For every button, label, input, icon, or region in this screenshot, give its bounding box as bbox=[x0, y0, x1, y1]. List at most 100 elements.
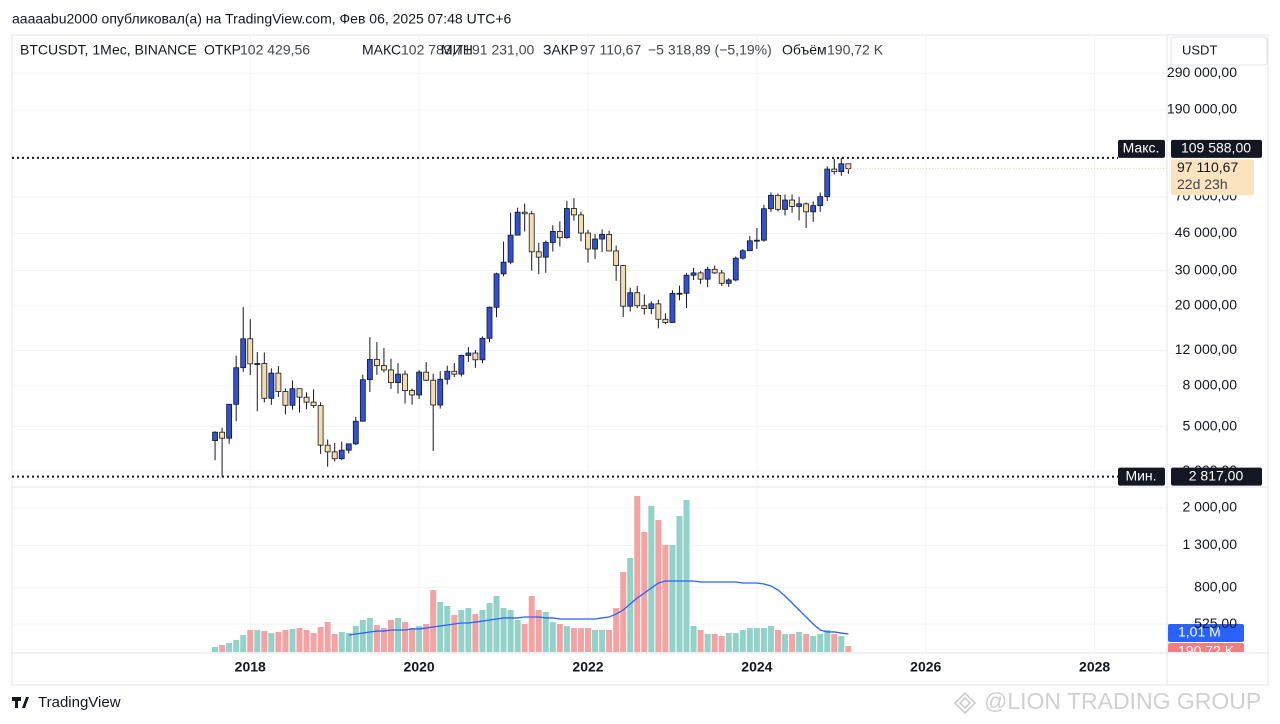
volume-bar bbox=[416, 626, 423, 652]
candle-body bbox=[521, 211, 528, 215]
x-tick-label: 2018 bbox=[235, 659, 266, 675]
candle-body bbox=[317, 405, 324, 446]
volume-bar bbox=[282, 629, 289, 652]
volume-bar bbox=[697, 629, 704, 652]
volume-bar bbox=[662, 545, 669, 652]
volume-bar bbox=[451, 615, 458, 652]
volume-label: 190,72 K bbox=[1178, 643, 1235, 659]
candle-body bbox=[669, 292, 676, 323]
extreme-value: 2 817,00 bbox=[1189, 467, 1244, 483]
volume-bar bbox=[233, 639, 240, 652]
candle-body bbox=[395, 373, 401, 384]
y-tick-label: 5 000,00 bbox=[1183, 417, 1238, 433]
volume-bar bbox=[796, 631, 803, 652]
currency-label[interactable]: USDT bbox=[1182, 42, 1217, 57]
volume-bar bbox=[359, 619, 366, 652]
volume-ma-line bbox=[348, 580, 849, 636]
volume-bar bbox=[746, 628, 753, 652]
candle-body bbox=[303, 396, 310, 403]
y-tick-label: 30 000,00 bbox=[1175, 261, 1237, 277]
y-tick-label: 190 000,00 bbox=[1167, 101, 1237, 117]
candle-body bbox=[388, 369, 394, 384]
volume-bar bbox=[563, 626, 570, 652]
candle-body bbox=[423, 371, 430, 381]
volume-bar bbox=[655, 519, 662, 652]
y-tick-label: 20 000,00 bbox=[1175, 297, 1237, 313]
candle-body bbox=[838, 163, 845, 173]
candle-body bbox=[542, 242, 549, 258]
volume-bar bbox=[437, 601, 444, 652]
volume-bar bbox=[423, 624, 430, 652]
candle-body bbox=[437, 378, 444, 406]
candle-body bbox=[549, 231, 556, 243]
volume-bar bbox=[683, 499, 690, 652]
volume-bar bbox=[275, 631, 282, 652]
candle-body bbox=[690, 272, 697, 276]
volume-bar bbox=[669, 545, 676, 652]
candle-body bbox=[803, 203, 810, 213]
candle-body bbox=[472, 352, 479, 361]
candle-body bbox=[226, 403, 233, 439]
extreme-value: 109 588,00 bbox=[1181, 140, 1251, 156]
legend-value: 97 110,67 bbox=[580, 42, 641, 58]
volume-bar bbox=[261, 631, 268, 652]
candle-body bbox=[352, 420, 359, 445]
brand: TradingView bbox=[12, 694, 121, 711]
candle-body bbox=[240, 338, 247, 369]
candle-body bbox=[261, 363, 268, 399]
y-tick-label: 290 000,00 bbox=[1167, 64, 1237, 80]
legend-name: МИН bbox=[441, 42, 473, 58]
last-price-value: 97 110,67 bbox=[1177, 159, 1238, 175]
candle-body bbox=[683, 274, 690, 294]
extreme-value-box bbox=[1171, 139, 1262, 158]
candle-body bbox=[374, 359, 380, 366]
candle-body bbox=[451, 370, 458, 375]
volume-bar bbox=[753, 628, 760, 652]
candle-body bbox=[430, 379, 437, 406]
brand-name: TradingView bbox=[38, 694, 121, 711]
x-tick-label: 2024 bbox=[741, 659, 772, 675]
volume-bar bbox=[387, 619, 394, 652]
legend-value: 91 231,00 bbox=[472, 42, 534, 58]
volume-bar bbox=[782, 633, 789, 652]
volume-bar bbox=[303, 629, 310, 652]
volume-bar bbox=[409, 628, 416, 652]
candle-body bbox=[416, 371, 423, 396]
currency-button[interactable] bbox=[1170, 36, 1268, 66]
volume-bar bbox=[739, 629, 746, 652]
candle-body bbox=[282, 391, 289, 406]
volume-bar bbox=[219, 645, 226, 652]
volume-bar bbox=[676, 515, 683, 652]
volume-bar bbox=[486, 602, 493, 652]
volume-bar bbox=[247, 629, 254, 652]
volume-tick-label: 525,00 bbox=[1194, 615, 1237, 631]
volume-bar bbox=[634, 495, 641, 652]
candle-body bbox=[500, 261, 507, 275]
candle-body bbox=[711, 268, 718, 274]
volume-bar bbox=[507, 610, 514, 652]
candle-body bbox=[585, 232, 591, 250]
legend-name: ЗАКР bbox=[543, 42, 578, 58]
volume-bar bbox=[493, 596, 500, 652]
volume-bar bbox=[472, 614, 479, 652]
volume-bar bbox=[641, 531, 648, 652]
candle-body bbox=[359, 379, 366, 422]
y-tick-label: 8 000,00 bbox=[1183, 376, 1238, 392]
last-price-box bbox=[1171, 159, 1254, 196]
candle-body bbox=[268, 372, 275, 399]
volume-bar bbox=[444, 606, 451, 652]
candle-body bbox=[676, 292, 683, 295]
candle-body bbox=[782, 199, 788, 210]
volume-bar bbox=[430, 590, 437, 652]
volume-bar bbox=[556, 624, 563, 652]
y-tick-label: 46 000,00 bbox=[1175, 224, 1237, 240]
volume-bar bbox=[549, 622, 556, 652]
volume-bar bbox=[570, 628, 577, 652]
candle-body bbox=[627, 292, 634, 307]
watermark: @LION TRADING GROUP bbox=[953, 688, 1261, 714]
volume-bar bbox=[289, 628, 296, 652]
volume-bar bbox=[542, 611, 549, 652]
volume-bar bbox=[613, 608, 620, 652]
volume-tick-label: 2 000,00 bbox=[1183, 499, 1238, 515]
candle-body bbox=[409, 390, 415, 396]
